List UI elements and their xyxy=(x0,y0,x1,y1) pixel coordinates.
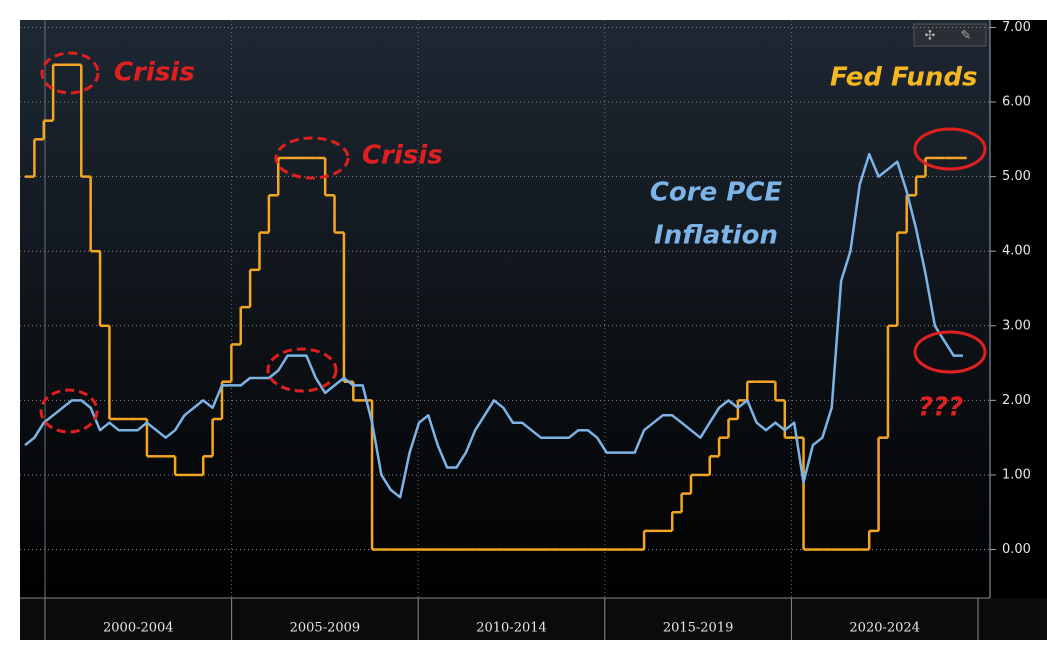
x-tick-label: 2015-2019 xyxy=(663,621,734,636)
y-tick-label: 0.00 xyxy=(1002,542,1031,557)
annotation: Fed Funds xyxy=(830,63,977,93)
ellipse xyxy=(274,136,350,180)
annotation: ??? xyxy=(918,393,963,423)
x-tick-label: 2020-2024 xyxy=(849,621,920,636)
annotation: Crisis xyxy=(114,58,195,88)
y-tick-label: 4.00 xyxy=(1002,244,1031,259)
ellipse xyxy=(913,127,987,171)
toolbar-box xyxy=(913,23,987,47)
y-tick-label: 7.00 xyxy=(1002,20,1031,35)
y-tick-label: 3.00 xyxy=(1002,318,1031,333)
series xyxy=(24,63,967,551)
y-tick-label: 1.00 xyxy=(1002,467,1031,482)
annotation: Crisis xyxy=(362,141,443,171)
highlight-ellipses xyxy=(39,51,350,434)
x-tick-label: 2010-2014 xyxy=(476,621,547,636)
toolbar: ✣ ✎ xyxy=(913,23,987,47)
y-tick-label: 2.00 xyxy=(1002,393,1031,408)
y-tick-label: 5.00 xyxy=(1002,169,1031,184)
series-line xyxy=(24,152,963,499)
ellipse xyxy=(913,330,987,374)
toolbar-icon[interactable]: ✣ xyxy=(925,29,936,44)
x-tick-label: 2005-2009 xyxy=(290,621,361,636)
highlight-ellipses xyxy=(913,127,987,374)
ellipse xyxy=(266,347,338,393)
y-tick-label: 6.00 xyxy=(1002,95,1031,110)
annotation: Core PCE xyxy=(650,178,783,208)
x-axis-band xyxy=(20,598,1047,640)
ellipse xyxy=(39,388,99,434)
annotation: Inflation xyxy=(654,221,778,251)
grid xyxy=(20,20,996,640)
x-tick-label: 2000-2004 xyxy=(103,621,174,636)
ellipse xyxy=(40,51,100,95)
plot-area xyxy=(20,20,990,598)
toolbar-icon[interactable]: ✎ xyxy=(961,29,972,44)
